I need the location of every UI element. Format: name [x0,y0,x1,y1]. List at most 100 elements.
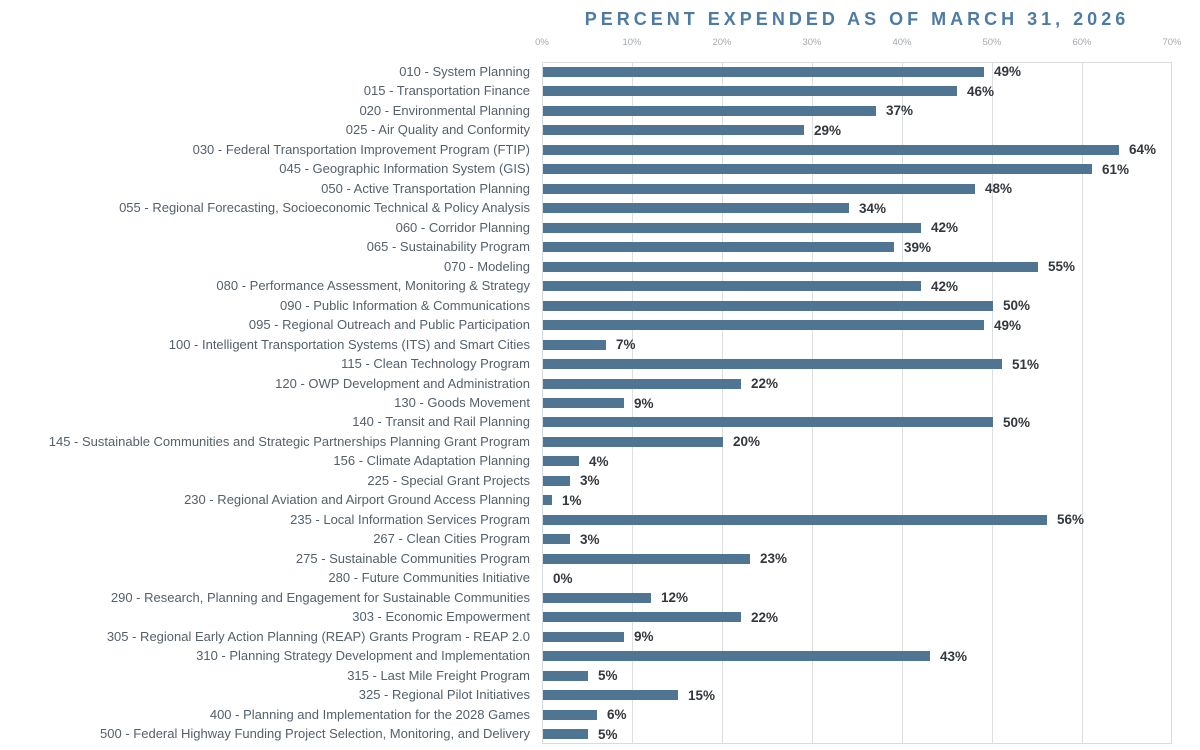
gridline [992,63,993,743]
value-label: 5% [598,668,618,684]
category-label: 303 - Economic Empowerment [352,609,530,625]
plot-area [542,62,1172,744]
bar [543,300,993,311]
bar [543,670,588,681]
value-label: 64% [1129,142,1157,158]
bar [543,475,570,486]
category-label: 060 - Corridor Planning [395,219,530,235]
x-tick-label: 30% [802,37,822,48]
value-label: 9% [634,395,654,411]
category-label: 030 - Federal Transportation Improvement… [192,141,530,157]
value-label: 20% [733,434,761,450]
value-label: 3% [580,531,600,547]
bar [543,709,597,720]
value-label: 48% [985,181,1013,197]
category-label: 305 - Regional Early Action Planning (RE… [106,628,530,644]
category-label: 267 - Clean Cities Program [373,531,530,547]
bar [543,183,975,194]
bar [543,359,1002,370]
x-tick-label: 50% [982,37,1002,48]
category-label: 145 - Sustainable Communities and Strate… [48,433,530,449]
value-label: 6% [607,707,627,723]
category-label: 080 - Performance Assessment, Monitoring… [216,278,530,294]
category-label: 065 - Sustainability Program [366,239,530,255]
category-label: 280 - Future Communities Initiative [328,570,530,586]
category-label: 156 - Climate Adaptation Planning [333,453,530,469]
gridline [902,63,903,743]
value-label: 15% [688,687,716,703]
bar [543,436,723,447]
bar [543,495,552,506]
category-label: 045 - Geographic Information System (GIS… [279,161,530,177]
gridline [1082,63,1083,743]
x-tick-label: 10% [622,37,642,48]
bar [543,242,894,253]
bar [543,86,957,97]
category-label: 095 - Regional Outreach and Public Parti… [248,317,530,333]
category-label: 055 - Regional Forecasting, Socioeconomi… [119,200,530,216]
value-label: 5% [598,726,618,742]
x-tick-label: 20% [712,37,732,48]
bar [543,651,930,662]
value-label: 39% [904,239,932,255]
bar [543,398,624,408]
value-label: 22% [751,609,779,625]
category-label: 310 - Planning Strategy Development and … [196,648,530,664]
gridline [812,63,813,743]
value-label: 4% [589,453,609,469]
value-label: 50% [1003,298,1031,314]
value-label: 51% [1012,356,1040,372]
category-label: 315 - Last Mile Freight Program [347,667,530,683]
category-label: 235 - Local Information Services Program [290,511,530,527]
category-label: 290 - Research, Planning and Engagement … [110,589,530,605]
value-label: 46% [967,83,995,99]
x-tick-label: 0% [535,37,549,48]
value-label: 7% [616,337,636,353]
category-label: 100 - Intelligent Transportation Systems… [168,336,530,352]
value-label: 23% [760,551,788,567]
category-label: 325 - Regional Pilot Initiatives [358,687,530,703]
bar [543,631,624,642]
bar [543,534,570,545]
value-label: 49% [994,64,1022,80]
bar [543,125,804,136]
bar [543,417,993,428]
category-label: 070 - Modeling [444,258,530,274]
bar [543,612,741,623]
x-tick-label: 40% [892,37,912,48]
value-label: 56% [1057,512,1085,528]
value-label: 1% [562,492,582,508]
x-tick-label: 70% [1162,37,1182,48]
bar [543,222,921,233]
category-label: 225 - Special Grant Projects [367,472,530,488]
bar [543,105,876,116]
category-label: 275 - Sustainable Communities Program [295,550,530,566]
value-label: 50% [1003,414,1031,430]
chart-title: PERCENT EXPENDED AS OF MARCH 31, 2026 [584,9,1130,29]
bar [543,456,579,467]
value-label: 3% [580,473,600,489]
gridline [722,63,723,743]
category-label: 020 - Environmental Planning [359,102,530,118]
value-label: 29% [814,122,842,138]
value-label: 42% [931,220,959,236]
bar [543,261,1038,272]
category-label: 010 - System Planning [399,63,530,79]
bar [543,690,678,701]
bar [543,553,750,564]
bar [543,339,606,350]
bar [543,320,984,331]
category-label: 115 - Clean Technology Program [341,356,530,372]
category-label: 120 - OWP Development and Administration [275,375,530,391]
bar [543,729,588,740]
value-label: 55% [1048,259,1076,275]
value-label: 37% [886,103,914,119]
value-label: 22% [751,376,779,391]
value-label: 0% [553,570,573,586]
bar [543,203,849,214]
x-tick-label: 60% [1072,37,1092,48]
category-label: 015 - Transportation Finance [363,83,530,99]
value-label: 9% [634,629,654,645]
value-label: 12% [661,590,689,606]
